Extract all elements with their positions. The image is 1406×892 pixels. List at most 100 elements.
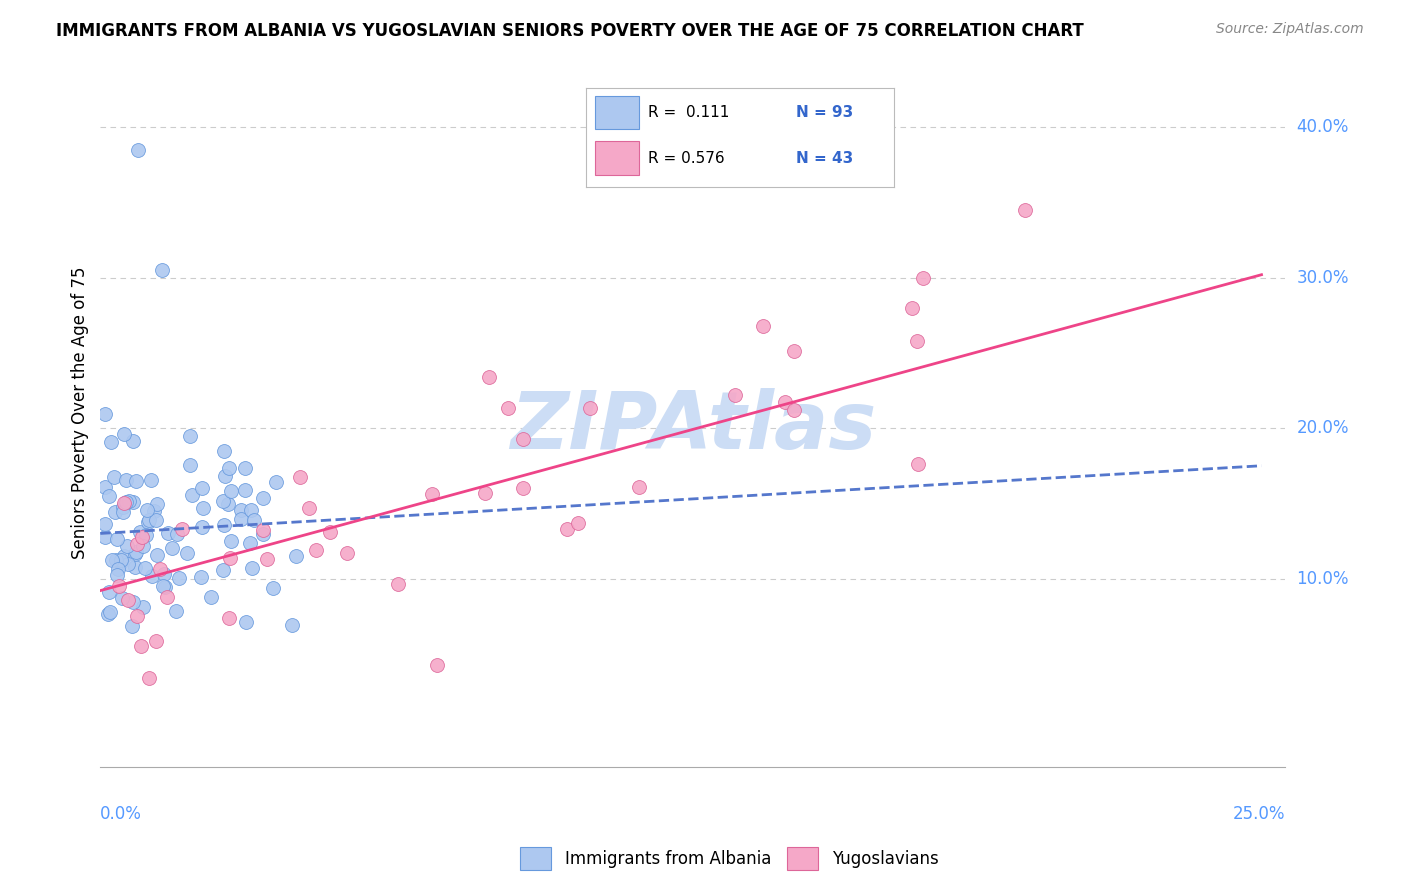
- Text: IMMIGRANTS FROM ALBANIA VS YUGOSLAVIAN SENIORS POVERTY OVER THE AGE OF 75 CORREL: IMMIGRANTS FROM ALBANIA VS YUGOSLAVIAN S…: [56, 22, 1084, 40]
- Point: [578, 401, 600, 416]
- Point: [115, 474, 138, 488]
- Text: 40.0%: 40.0%: [1296, 119, 1348, 136]
- Point: [170, 522, 193, 536]
- Point: [112, 496, 135, 510]
- Point: [219, 534, 242, 549]
- Point: [180, 488, 202, 502]
- Point: [214, 468, 236, 483]
- Point: [240, 503, 263, 517]
- Point: [218, 611, 240, 625]
- Text: ZIPAtlas: ZIPAtlas: [509, 388, 876, 467]
- Point: [121, 619, 143, 633]
- Point: [94, 530, 117, 544]
- Point: [165, 604, 187, 618]
- Text: Immigrants from Albania: Immigrants from Albania: [565, 850, 772, 868]
- Point: [775, 394, 797, 409]
- Point: [166, 527, 188, 541]
- Point: [111, 500, 134, 514]
- Text: 10.0%: 10.0%: [1296, 570, 1348, 588]
- Point: [132, 539, 155, 553]
- Point: [752, 318, 775, 333]
- Point: [288, 470, 311, 484]
- Point: [118, 494, 141, 508]
- Point: [110, 553, 132, 567]
- Point: [387, 576, 409, 591]
- Text: Yugoslavians: Yugoslavians: [832, 850, 939, 868]
- Point: [125, 474, 148, 488]
- Point: [122, 434, 145, 449]
- Point: [219, 551, 242, 566]
- Point: [112, 506, 135, 520]
- Point: [125, 545, 148, 559]
- Point: [107, 562, 129, 576]
- Text: 20.0%: 20.0%: [1296, 419, 1348, 437]
- Point: [219, 483, 242, 498]
- Point: [94, 480, 117, 494]
- Point: [319, 524, 342, 539]
- Point: [103, 470, 125, 484]
- Point: [100, 553, 122, 567]
- Point: [336, 546, 359, 560]
- Point: [252, 523, 274, 537]
- Point: [239, 536, 262, 550]
- Point: [105, 533, 128, 547]
- Point: [146, 498, 169, 512]
- Point: [256, 551, 278, 566]
- Point: [191, 501, 214, 516]
- Point: [190, 569, 212, 583]
- Point: [136, 516, 159, 530]
- Point: [127, 537, 149, 551]
- Point: [97, 607, 120, 621]
- Point: [557, 522, 579, 536]
- Point: [252, 491, 274, 505]
- Point: [191, 481, 214, 495]
- Point: [152, 567, 174, 582]
- Point: [567, 516, 589, 530]
- Point: [281, 618, 304, 632]
- Point: [104, 505, 127, 519]
- Point: [122, 495, 145, 509]
- Point: [783, 344, 806, 359]
- Point: [262, 582, 284, 596]
- Point: [132, 599, 155, 614]
- Point: [176, 546, 198, 560]
- Point: [235, 615, 257, 629]
- Point: [474, 486, 496, 500]
- Point: [149, 562, 172, 576]
- Point: [100, 435, 122, 450]
- Point: [142, 504, 165, 518]
- Point: [724, 387, 747, 401]
- Point: [233, 483, 256, 497]
- Point: [284, 549, 307, 564]
- Point: [153, 580, 176, 594]
- Point: [200, 590, 222, 604]
- Point: [252, 527, 274, 541]
- Point: [167, 571, 190, 585]
- Point: [478, 370, 501, 384]
- Point: [138, 513, 160, 527]
- Point: [627, 480, 650, 494]
- Point: [191, 520, 214, 534]
- Point: [110, 555, 132, 569]
- Point: [512, 432, 534, 446]
- Point: [146, 549, 169, 563]
- Point: [122, 595, 145, 609]
- Point: [305, 543, 328, 558]
- Point: [212, 518, 235, 533]
- Point: [901, 301, 924, 315]
- Point: [129, 640, 152, 654]
- Point: [231, 502, 253, 516]
- Point: [139, 473, 162, 487]
- Point: [426, 658, 449, 673]
- Point: [115, 495, 138, 509]
- Point: [214, 444, 236, 458]
- Point: [135, 528, 157, 542]
- Point: [125, 609, 148, 624]
- Point: [782, 402, 804, 417]
- Point: [912, 270, 935, 285]
- Point: [129, 524, 152, 539]
- Point: [115, 539, 138, 553]
- Point: [211, 563, 233, 577]
- Point: [94, 407, 117, 421]
- Point: [160, 541, 183, 556]
